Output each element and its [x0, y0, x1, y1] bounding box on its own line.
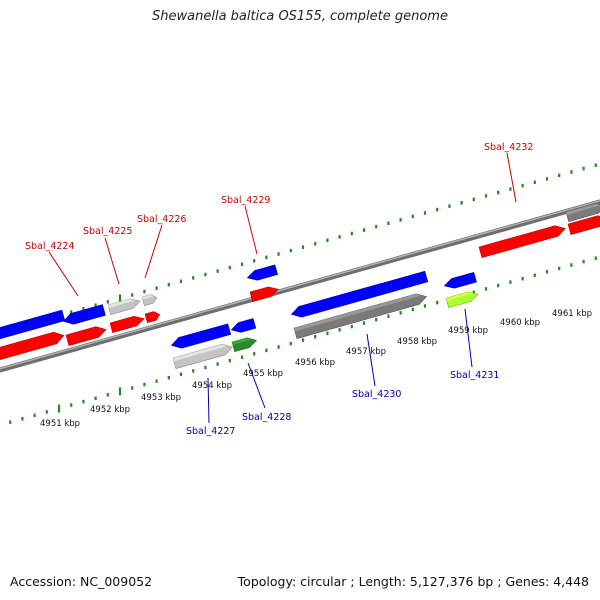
- gene-4230-gloss: [294, 293, 422, 332]
- gene-rna-right-gloss: [566, 203, 600, 216]
- gene-4224: [0, 331, 65, 360]
- scale-label: 4957 kbp: [346, 347, 386, 357]
- backbone-line: [0, 199, 600, 373]
- gene-4226b: [144, 311, 161, 324]
- scale-label: 4955 kbp: [243, 369, 283, 379]
- gene-4231-top: [443, 272, 477, 289]
- gene-label: Sbal_4225: [83, 226, 132, 237]
- gene-4226b-gloss: [145, 311, 157, 317]
- scale-label: 4953 kbp: [141, 393, 181, 403]
- gene-0a: [0, 309, 66, 340]
- gene-leader-line: [247, 362, 266, 409]
- gene-4227-top-gloss: [175, 323, 229, 342]
- gene-4229-top: [246, 264, 278, 281]
- gene-leader-line: [464, 308, 473, 368]
- gene-4226-gloss: [110, 316, 139, 327]
- gene-label: Sbal_4232: [484, 142, 533, 153]
- gene-4226-pseudo-gloss: [142, 294, 154, 300]
- length-text: Length: 5,127,376 bp: [350, 574, 493, 589]
- gene-4232-gloss: [479, 225, 560, 251]
- gene-rna-right: [565, 203, 600, 222]
- scale-label: 4960 kbp: [500, 318, 540, 328]
- gene-0b-gloss: [67, 304, 104, 318]
- gene-4231-gloss: [446, 291, 473, 302]
- gene-4226: [109, 315, 145, 333]
- gene-4230-top: [290, 270, 429, 318]
- scale-label: 4956 kbp: [295, 358, 335, 368]
- gene-leader-line: [207, 377, 210, 424]
- gene-4227-gloss: [173, 344, 227, 362]
- scale-label: 4958 kbp: [397, 337, 437, 347]
- gene-4229-gloss: [250, 286, 273, 296]
- gene-0b: [62, 304, 106, 325]
- gene-4233-gloss: [568, 215, 600, 228]
- gene-4225-gloss: [66, 326, 101, 339]
- accession-text: Accession: NC_009052: [10, 574, 153, 589]
- gene-leader-line: [104, 237, 120, 285]
- gene-4225: [65, 326, 107, 346]
- gene-4226-pseudo: [141, 294, 158, 307]
- gene-label: Sbal_4228: [242, 412, 291, 423]
- gene-label: Sbal_4231: [450, 370, 499, 381]
- backbone: [0, 199, 600, 373]
- gene-label: Sbal_4224: [25, 241, 74, 252]
- gene-4229-top-gloss: [251, 264, 276, 275]
- gene-4225-pseudo-gloss: [108, 298, 135, 309]
- gene-label: Sbal_4227: [186, 426, 235, 437]
- topology-text: Topology: circular: [237, 574, 347, 589]
- gene-leader-line: [506, 152, 517, 203]
- scale-label: 4952 kbp: [90, 405, 130, 415]
- gene-4225-pseudo: [107, 298, 141, 315]
- gene-label: Sbal_4229: [221, 195, 270, 206]
- gene-4226-body: [109, 315, 145, 333]
- gene-leader-line: [244, 205, 258, 255]
- lower-tick-row: [9, 256, 597, 424]
- gene-label: Sbal_4230: [352, 389, 401, 400]
- gene-4232: [478, 225, 566, 258]
- gene-4227: [172, 343, 233, 369]
- gene-leader-line: [144, 224, 163, 279]
- gene-4231-top-gloss: [448, 272, 475, 283]
- gene-4227-top: [170, 323, 232, 349]
- gene-label: Sbal_4226: [137, 214, 186, 225]
- gene-leader-line: [48, 251, 79, 297]
- genome-summary: Topology: circular Length: 5,127,376 bp …: [238, 574, 589, 589]
- gene-0a-gloss: [0, 310, 63, 331]
- map-title: Shewanella baltica OS155, complete genom…: [152, 9, 448, 24]
- gene-4228-top-gloss: [235, 318, 254, 327]
- gene-4228-top: [230, 318, 257, 333]
- gene-4233: [567, 215, 600, 235]
- gene-4224-body: [0, 331, 65, 360]
- gene-4230: [293, 293, 428, 339]
- scale-label: 4951 kbp: [40, 419, 80, 429]
- gene-4230-top-gloss: [295, 271, 426, 311]
- backbone-highlight: [0, 200, 600, 370]
- gene-leader-line: [366, 333, 376, 387]
- gene-4227-body: [172, 343, 233, 369]
- genes-count-text: Genes: 4,448: [497, 574, 589, 589]
- gene-4228: [231, 337, 258, 352]
- gene-4231: [445, 291, 479, 308]
- scale-label: 4961 kbp: [552, 309, 592, 319]
- scale-label: 4954 kbp: [192, 381, 232, 391]
- gene-4229: [249, 286, 279, 302]
- gene-4224-gloss: [0, 332, 59, 352]
- gene-4228-gloss: [232, 337, 252, 346]
